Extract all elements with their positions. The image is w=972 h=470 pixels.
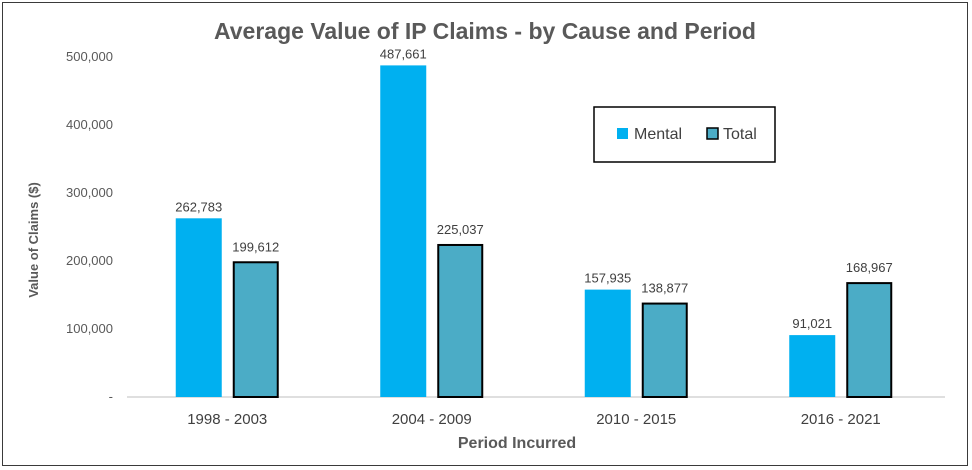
y-tick-label: 100,000: [66, 321, 113, 336]
legend-swatch-total: [706, 127, 719, 140]
y-tick-label: 400,000: [66, 117, 113, 132]
x-axis: 1998 - 2003 2004 - 2009 2010 - 2015 2016 - …: [187, 411, 881, 428]
y-tick-label: 300,000: [66, 185, 113, 200]
y-tick-label: -: [109, 389, 113, 404]
data-label-total: 168,967: [846, 260, 893, 275]
bar-mental: [175, 218, 222, 397]
data-label-total: 199,612: [232, 239, 279, 254]
data-label-mental: 91,021: [792, 316, 832, 331]
x-axis-title: Period Incurred: [458, 435, 576, 452]
data-label-mental: 157,935: [584, 271, 631, 286]
y-tick-label: 200,000: [66, 253, 113, 268]
x-tick-label: 2010 - 2015: [596, 411, 676, 428]
bar-total: [846, 282, 893, 399]
bar-mental: [380, 65, 427, 398]
x-tick-label: 1998 - 2003: [187, 411, 267, 428]
data-label-mental: 262,783: [175, 199, 222, 214]
data-label-total: 225,037: [437, 222, 484, 237]
bar-mental: [789, 335, 836, 397]
x-tick-label: 2004 - 2009: [392, 411, 472, 428]
legend-label-total: Total: [723, 126, 757, 143]
legend: Mental Total: [593, 106, 776, 163]
y-tick-label: 500,000: [66, 49, 113, 64]
bar-total: [232, 261, 279, 399]
x-tick-label: 2016 - 2021: [801, 411, 881, 428]
bar-total: [641, 302, 688, 398]
y-axis-title: Value of Claims ($): [26, 182, 41, 298]
bars: 262,783 199,612 487,661 225,037 157,935 138,8…: [175, 46, 893, 399]
legend-label-mental: Mental: [634, 126, 682, 143]
chart-title: Average Value of IP Claims - by Cause an…: [214, 18, 756, 44]
bar-mental: [584, 289, 631, 397]
data-label-total: 138,877: [641, 281, 688, 296]
bar-total: [437, 243, 484, 398]
legend-swatch-mental: [617, 128, 628, 139]
data-label-mental: 487,661: [380, 46, 427, 61]
